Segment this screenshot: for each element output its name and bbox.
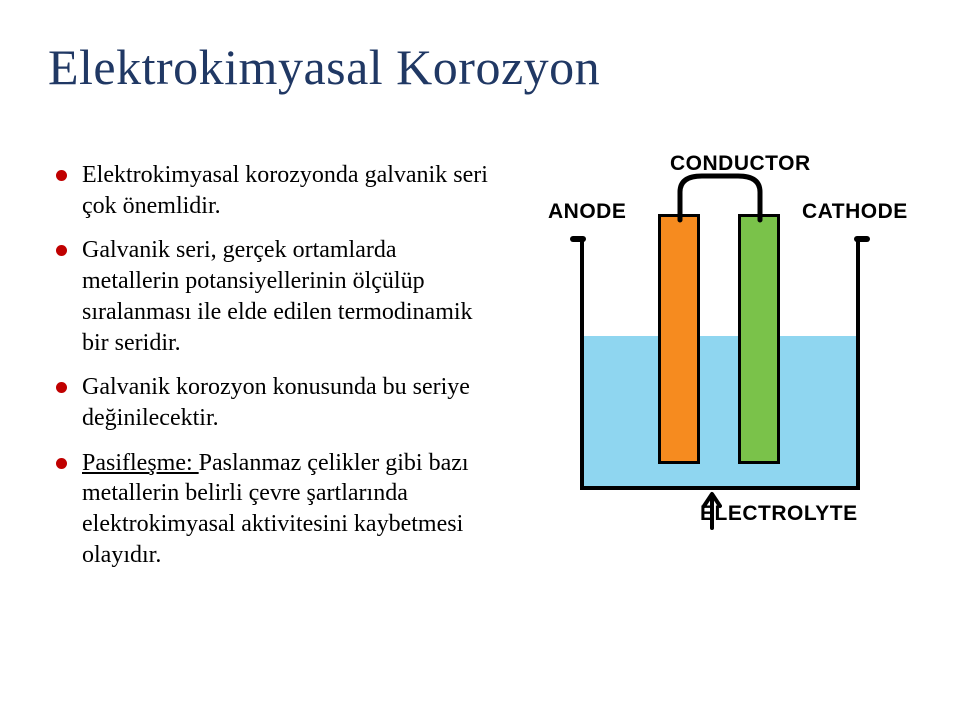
conductor-wire-icon	[652, 170, 788, 226]
list-item: Galvanik seri, gerçek ortamlarda metalle…	[52, 235, 492, 358]
list-item: Elektrokimyasal korozyonda galvanik seri…	[52, 160, 492, 221]
bullet-prefix: Pasifleşme:	[82, 450, 199, 476]
bullet-dot-icon	[56, 382, 67, 393]
bullet-text: Galvanik seri, gerçek ortamlarda metalle…	[82, 237, 473, 355]
bullet-list: Elektrokimyasal korozyonda galvanik seri…	[52, 160, 492, 585]
bullet-dot-icon	[56, 458, 67, 469]
cathode-electrode	[738, 214, 780, 464]
anode-electrode	[658, 214, 700, 464]
bullet-text: Elektrokimyasal korozyonda galvanik seri…	[82, 162, 488, 219]
bullet-text: Galvanik korozyon konusunda bu seriye de…	[82, 374, 470, 431]
electrolyte-label: ELECTROLYTE	[700, 502, 858, 526]
up-arrow-icon	[702, 490, 722, 530]
cathode-label: CATHODE	[802, 200, 908, 224]
beaker-icon	[580, 240, 860, 490]
list-item: Galvanik korozyon konusunda bu seriye de…	[52, 372, 492, 433]
electrolyte-liquid	[584, 336, 856, 486]
anode-label: ANODE	[548, 200, 626, 224]
bullet-dot-icon	[56, 170, 67, 181]
page-title: Elektrokimyasal Korozyon	[48, 38, 600, 96]
list-item: Pasifleşme: Paslanmaz çelikler gibi bazı…	[52, 448, 492, 571]
galvanic-cell-diagram: CONDUCTOR ANODE CATHODE ELECTROLYTE	[530, 152, 910, 532]
bullet-dot-icon	[56, 245, 67, 256]
